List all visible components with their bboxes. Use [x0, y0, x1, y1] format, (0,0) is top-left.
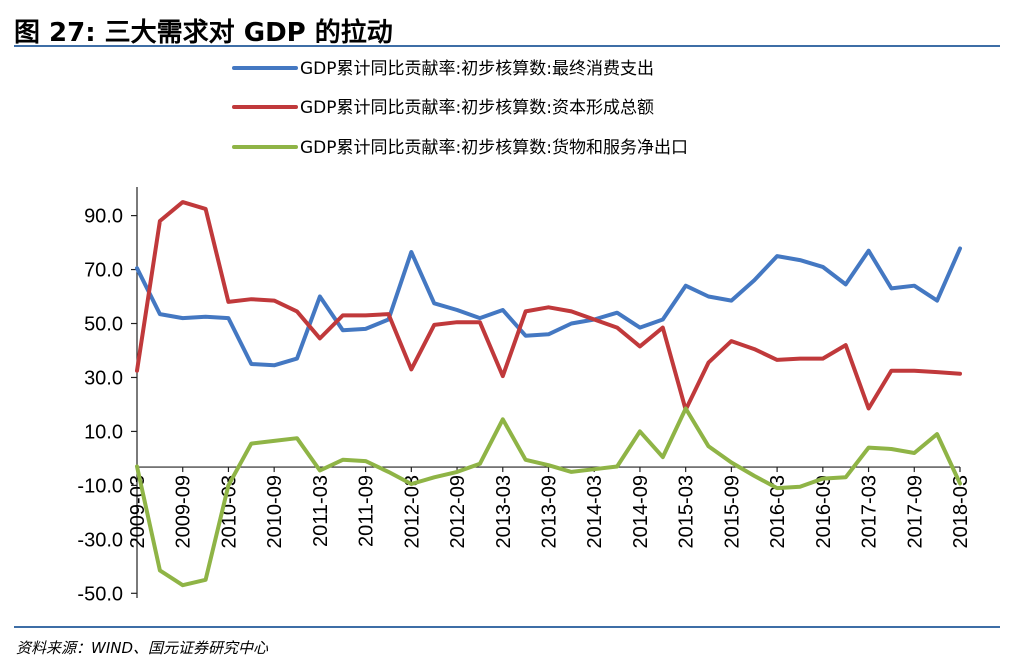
series-line-2 — [135, 200, 962, 412]
y-tick-label: -10.0 — [77, 475, 123, 497]
x-tick-label: 2014-03 — [584, 475, 606, 548]
series-line-3 — [135, 406, 962, 588]
x-tick-label: 2011-03 — [310, 475, 332, 547]
legend-label-2: GDP累计同比贡献率:初步核算数:资本形成总额 — [300, 98, 654, 118]
x-tick-label: 2015-09 — [721, 475, 743, 548]
legend-label-3: GDP累计同比贡献率:初步核算数:货物和服务净出口 — [300, 138, 688, 158]
x-tick-label: 2013-09 — [539, 475, 561, 548]
x-tick-label: 2016-09 — [813, 475, 835, 548]
x-tick-label: 2017-03 — [859, 475, 881, 548]
x-tick-label: 2013-03 — [493, 475, 515, 548]
y-tick-label: 10.0 — [84, 421, 123, 443]
x-tick-label: 2011-09 — [356, 475, 378, 547]
legend-label-1: GDP累计同比贡献率:初步核算数:最终消费支出 — [300, 59, 654, 79]
y-tick-label: 30.0 — [84, 367, 123, 389]
y-tick-label: -50.0 — [77, 583, 123, 605]
x-tick-label: 2012-03 — [401, 475, 423, 548]
top-rule — [14, 45, 1000, 47]
x-tick-label: 2014-09 — [630, 475, 652, 548]
x-tick-label: 2015-03 — [676, 475, 698, 548]
x-tick-label: 2018-03 — [950, 475, 972, 548]
x-tick-label: 2010-09 — [264, 475, 286, 548]
figure-title: 图 27: 三大需求对 GDP 的拉动 — [14, 18, 393, 48]
x-tick-label: 2016-03 — [767, 475, 789, 548]
y-tick-label: -30.0 — [77, 529, 123, 551]
source-note: 资料来源：WIND、国元证券研究中心 — [16, 639, 269, 657]
x-tick-label: 2017-09 — [904, 475, 926, 548]
y-tick-label: 70.0 — [84, 260, 123, 282]
x-tick-label: 2010-03 — [218, 475, 240, 548]
bottom-rule — [14, 626, 1000, 628]
x-tick-label: 2009-09 — [173, 475, 195, 548]
series-line-1 — [135, 246, 962, 368]
x-tick-label: 2012-09 — [447, 475, 469, 548]
figure-header: 图 27: 三大需求对 GDP 的拉动 — [14, 8, 1000, 48]
y-tick-label: 90.0 — [84, 206, 123, 228]
y-tick-label: 50.0 — [84, 314, 123, 336]
